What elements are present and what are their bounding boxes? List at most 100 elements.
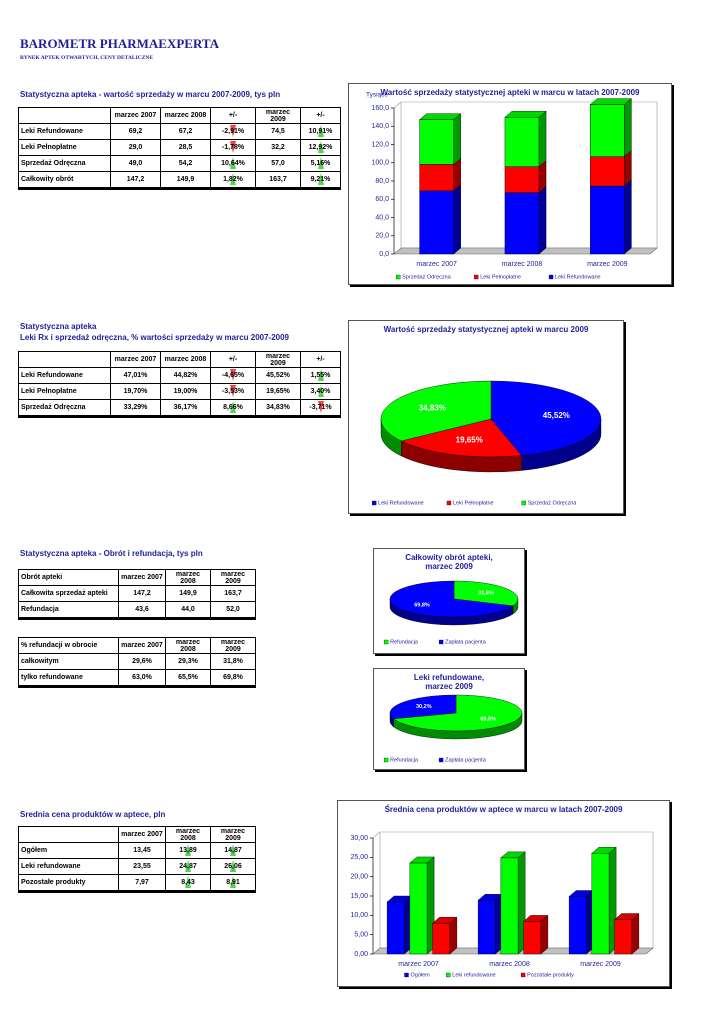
bar-front: [504, 166, 540, 193]
data-table: marzec 2007 marzec 2008 +/- marzec 2009 +/- L…: [18, 107, 341, 188]
table-cell: 149,9: [165, 585, 211, 602]
chart-plot: 45,52% 19,65% 34,83% Leki Refundowane Leki P…: [371, 380, 602, 506]
table-cell: 69,8%: [210, 669, 256, 686]
cell-text: 12,92%: [308, 144, 333, 151]
table-row: Całkowita sprzedaż apteki 147,2 149,9 163,7: [18, 585, 256, 602]
bar-side: [540, 914, 549, 955]
cell-text: 54,2: [178, 160, 193, 167]
legend-swatch: [548, 274, 554, 280]
cell-text: 163,7: [269, 176, 287, 183]
cell-text: 3,40%: [310, 388, 331, 395]
legend-label: Zapłata pacjenta: [445, 757, 487, 763]
table-cell: 147,2: [118, 585, 166, 602]
cell-text: 44,82%: [173, 372, 198, 379]
legend-label: Leki Refundowane: [378, 500, 424, 506]
legend-label: Sprzedaż Odręczna: [402, 274, 452, 280]
y-wall-edge: [393, 101, 402, 109]
table-cell: 44,82%: [160, 367, 211, 384]
bar: [386, 895, 412, 955]
bar-side: [449, 916, 458, 955]
cell-text: 1,55%: [310, 372, 331, 379]
pie-slice: [389, 580, 514, 618]
y-tick-label: 20,0: [375, 233, 389, 240]
cell-text: 45,52%: [266, 372, 290, 379]
cell-text: 63,0%: [132, 674, 152, 681]
legend-label: Leki refundowane: [452, 972, 495, 978]
y-tick-label: 160,0: [371, 105, 389, 112]
y-axis-label: Tysiące: [366, 92, 388, 99]
cell-text: 32,2: [271, 144, 285, 151]
cell-text: 69,2: [128, 128, 143, 135]
bar: [568, 890, 594, 955]
table-cell: 34,83%: [255, 399, 301, 416]
cell-text: 8,43: [181, 879, 195, 886]
legend-swatch: [371, 500, 377, 506]
legend-swatch: [521, 500, 526, 506]
cell-text: 36,17%: [173, 404, 198, 411]
table-cell: -3,71%: [300, 399, 341, 416]
bar-side: [453, 184, 461, 255]
y-tick-label: 40,0: [375, 214, 389, 221]
y-tick-label: 0,0: [379, 251, 389, 258]
table-cell: 23,55: [118, 858, 166, 875]
cell-text: Leki Refundowane: [21, 372, 83, 379]
trend-arrow: [230, 385, 236, 397]
header-cell: marzec 2008: [165, 826, 211, 843]
legend-label: Leki Pełnopłatne: [480, 274, 521, 280]
cell-text: 1,82%: [223, 176, 243, 183]
header-row: marzec 2007 marzec 2008 +/- marzec 2009 +/-: [18, 351, 341, 368]
chart-plot: 0,0 20,0 40,0 60,0 80,0 100,0 120,0 140,0 160,0 T…: [366, 92, 658, 280]
row-label: Leki Pełnopłatne: [18, 139, 111, 156]
bar: [591, 846, 617, 955]
y-tick-label: 120,0: [371, 141, 389, 148]
cell-text: Leki Pełnopłatne: [21, 388, 77, 395]
chart: Całkowity obrót apteki, marzec 2009 31,8%…: [373, 548, 525, 654]
bar-front: [386, 901, 405, 955]
bar: [419, 113, 462, 165]
pie-slice: [389, 694, 457, 719]
legend-label: Leki Pełnopłatne: [453, 500, 494, 506]
cell-text: 69,8%: [223, 674, 243, 681]
header-cell: +/-: [210, 351, 256, 368]
table-row: Pozostałe produkty 7,97 8,43 8,91: [18, 874, 256, 891]
table-cell: 163,7: [255, 171, 301, 188]
x-tick-label: marzec 2007: [398, 961, 439, 968]
cell-text: Sprzedaż Odręczna: [21, 160, 86, 167]
cell-text: 7,97: [135, 879, 149, 886]
bar: [589, 98, 632, 158]
y-tick-label: 15,00: [350, 893, 368, 900]
cell-text: Refundacja: [21, 606, 59, 613]
bar-front: [614, 919, 633, 955]
data-table: marzec 2007 marzec 2008 +/- marzec 2009 +/- L…: [18, 351, 341, 416]
cell-text: 13,89: [179, 847, 197, 854]
header-cell: marzec 2007: [118, 637, 166, 654]
table-cell: 147,2: [110, 171, 161, 188]
trend-arrow: [230, 844, 236, 856]
legend-label: Sprzedaż Odręczna: [528, 500, 578, 506]
cell-text: 33,29%: [123, 404, 148, 411]
bar-front: [590, 104, 625, 157]
header-cell: marzec 2009: [255, 107, 301, 124]
table-cell: 7,97: [118, 874, 166, 891]
table-cell: 67,2: [160, 123, 211, 140]
legend-label: Refundacja: [390, 757, 419, 763]
bar-side: [453, 113, 461, 165]
trend-arrow: [230, 141, 236, 153]
table-cell: 47,01%: [110, 367, 161, 384]
row-label: Leki Refundowane: [18, 367, 111, 384]
chart: Leki refundowane, marzec 2009 69,8% 30,2% R…: [373, 668, 525, 770]
y-tick-label: 140,0: [371, 123, 389, 130]
table-title: Statystyczna apteka - wartość sprzedaży …: [20, 90, 281, 99]
table-row: Sprzedaż Odręczna 49,0 54,2 10,64% 57,0 5,16%: [18, 155, 341, 172]
cell-text: 19,00%: [173, 388, 198, 395]
cell-text: 47,01%: [123, 372, 148, 379]
header-cell: marzec 2009: [255, 351, 301, 368]
bar-front: [409, 862, 428, 955]
header-cell: +/-: [300, 107, 341, 124]
table-cell: 44,0: [165, 601, 211, 618]
bar-side: [624, 98, 632, 158]
cell-text: tylko refundowane: [21, 674, 83, 681]
header-cell: marzec 2008: [160, 107, 211, 124]
x-tick-label: marzec 2007: [416, 261, 457, 268]
trend-arrow: [317, 157, 324, 169]
